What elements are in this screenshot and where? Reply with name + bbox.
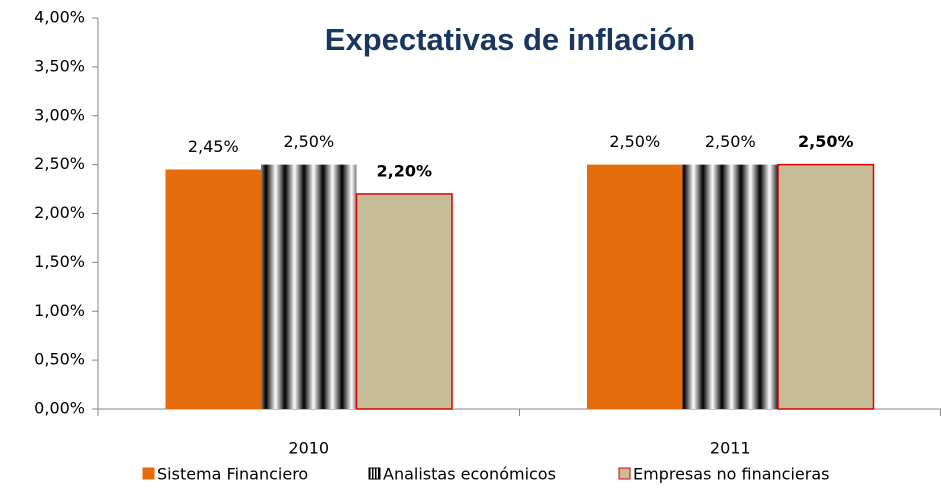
y-tick-label: 4,00% [34,8,85,27]
y-tick-label: 2,50% [34,154,85,173]
data-label: 2,20% [376,161,432,180]
bar [682,164,778,409]
y-tick-label: 1,50% [34,252,85,271]
bar [355,193,453,410]
legend-swatch [142,467,155,480]
y-tick-label: 3,00% [34,105,85,124]
legend-label: Analistas económicos [383,465,556,484]
data-label: 2,50% [798,132,854,151]
data-label: 2,50% [609,132,660,151]
legend-swatch [368,467,381,480]
data-label: 2,45% [188,137,239,156]
y-tick-label: 2,00% [34,203,85,222]
bar [777,163,875,410]
legend-swatch [618,467,631,480]
data-label: 2,50% [283,132,334,151]
legend-label: Empresas no financieras [633,465,829,484]
x-tick-label: 2010 [288,439,329,458]
x-tick-label: 2011 [710,439,751,458]
bar [587,164,683,409]
legend-label: Sistema Financiero [157,465,308,484]
y-tick-label: 1,00% [34,301,85,320]
y-tick-label: 3,50% [34,56,85,75]
bar [165,169,261,409]
y-tick-label: 0,00% [34,399,85,418]
chart-title: Expectativas de inflación [325,22,695,57]
y-tick-label: 0,50% [34,350,85,369]
data-label: 2,50% [705,132,756,151]
bar [261,164,357,409]
